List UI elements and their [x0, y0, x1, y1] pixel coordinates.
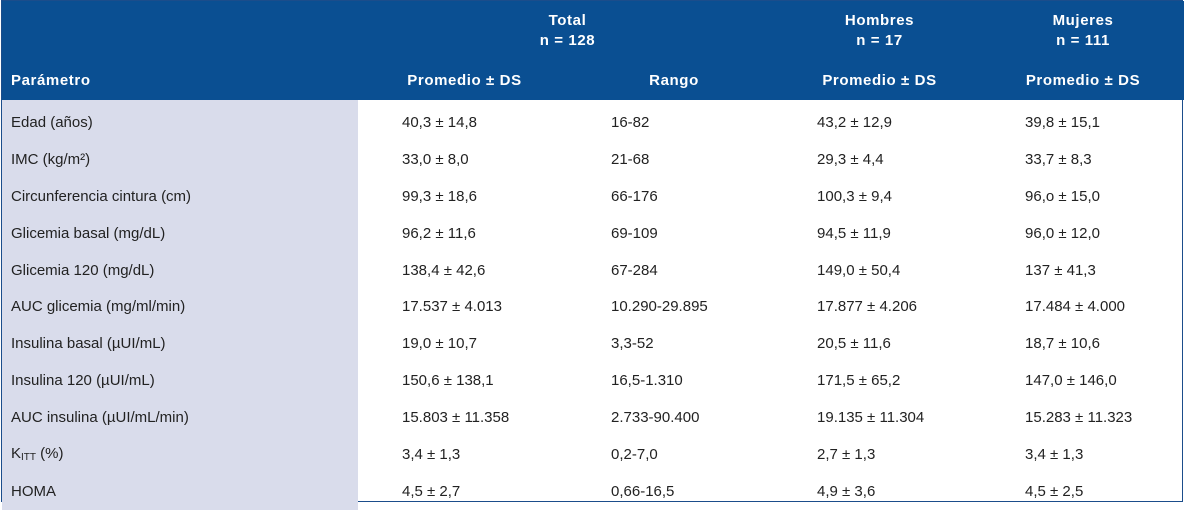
- group-n: n = 17: [856, 32, 903, 49]
- women-cell: 18,7 ± 10,6: [1025, 335, 1100, 353]
- param-cell: Insulina 120 (µUI/mL): [2, 362, 358, 400]
- table-row: AUC glicemia (mg/ml/min) 17.537 ± 4.013 …: [2, 288, 1184, 326]
- column-header-rango: Rango: [571, 60, 778, 100]
- param-cell: AUC insulina (µUI/mL/min): [2, 399, 358, 437]
- table-row: Circunferencia cintura (cm) 99,3 ± 18,6 …: [2, 177, 1184, 215]
- total-mean-cell: 33,0 ± 8,0: [402, 150, 469, 168]
- range-cell: 10.290-29.895: [611, 298, 708, 316]
- men-cell: 43,2 ± 12,9: [817, 113, 892, 131]
- group-n: n = 128: [539, 32, 596, 49]
- women-cell: 96,0 ± 12,0: [1025, 224, 1100, 242]
- women-cell: 147,0 ± 146,0: [1025, 372, 1117, 390]
- param-cell: Glicemia basal (mg/dL): [2, 214, 358, 252]
- women-cell: 33,7 ± 8,3: [1025, 150, 1092, 168]
- column-header-parametro: Parámetro: [2, 60, 358, 100]
- param-cell: IMC (kg/m²): [2, 140, 358, 178]
- group-n: n = 111: [1056, 32, 1110, 49]
- param-subscript: ITT: [21, 452, 37, 464]
- women-cell: 4,5 ± 2,5: [1025, 482, 1084, 500]
- table-row: Edad (años) 40,3 ± 14,8 16-82 43,2 ± 12,…: [2, 100, 1184, 141]
- total-mean-cell: 4,5 ± 2,7: [402, 482, 461, 500]
- total-mean-cell: 150,6 ± 138,1: [402, 372, 494, 390]
- group-header-total: Total n = 128: [358, 1, 778, 60]
- women-cell: 39,8 ± 15,1: [1025, 113, 1100, 131]
- range-cell: 0,66-16,5: [611, 482, 675, 500]
- range-cell: 21-68: [611, 150, 650, 168]
- total-mean-cell: 19,0 ± 10,7: [402, 335, 477, 353]
- range-cell: 67-284: [611, 261, 658, 279]
- women-cell: 96,o ± 15,0: [1025, 187, 1100, 205]
- group-header-mujeres: Mujeres n = 111: [982, 1, 1185, 60]
- total-mean-cell: 3,4 ± 1,3: [402, 445, 461, 463]
- param-rest: (%): [36, 445, 64, 463]
- table-row: Insulina basal (µUI/mL) 19,0 ± 10,7 3,3-…: [2, 325, 1184, 363]
- group-title: Total: [548, 12, 587, 29]
- column-header-total-promedio: Promedio ± DS: [358, 60, 571, 100]
- women-cell: 3,4 ± 1,3: [1025, 445, 1084, 463]
- total-mean-cell: 17.537 ± 4.013: [402, 298, 502, 316]
- women-cell: 15.283 ± 11.323: [1025, 409, 1133, 427]
- total-mean-cell: 99,3 ± 18,6: [402, 187, 477, 205]
- group-title: Hombres: [844, 12, 915, 29]
- range-cell: 16-82: [611, 113, 650, 131]
- column-header-hombres-promedio: Promedio ± DS: [777, 60, 983, 100]
- table-row: IMC (kg/m²) 33,0 ± 8,0 21-68 29,3 ± 4,4 …: [2, 140, 1184, 178]
- range-cell: 3,3-52: [611, 335, 654, 353]
- table-row: Insulina 120 (µUI/mL) 150,6 ± 138,1 16,5…: [2, 362, 1184, 400]
- table-header: Total n = 128 Hombres n = 17 Mujeres n =…: [2, 1, 1185, 100]
- range-cell: 66-176: [611, 187, 658, 205]
- range-cell: 69-109: [611, 224, 658, 242]
- param-cell: HOMA: [2, 472, 358, 510]
- men-cell: 4,9 ± 3,6: [817, 482, 876, 500]
- param-cell: Glicemia 120 (mg/dL): [2, 251, 358, 289]
- param-cell: AUC glicemia (mg/ml/min): [2, 288, 358, 326]
- param-cell: Insulina basal (µUI/mL): [2, 325, 358, 363]
- range-cell: 2.733-90.400: [611, 409, 700, 427]
- table-row: HOMA 4,5 ± 2,7 0,66-16,5 4,9 ± 3,6 4,5 ±…: [2, 472, 1184, 510]
- men-cell: 94,5 ± 11,9: [817, 224, 891, 242]
- table-row: AUC insulina (µUI/mL/min) 15.803 ± 11.35…: [2, 399, 1184, 437]
- param-cell-kitt: KITT (%): [2, 436, 358, 473]
- table-row: KITT (%) 3,4 ± 1,3 0,2-7,0 2,7 ± 1,3 3,4…: [2, 436, 1184, 473]
- group-header-hombres: Hombres n = 17: [777, 1, 983, 60]
- table-body: Edad (años) 40,3 ± 14,8 16-82 43,2 ± 12,…: [2, 100, 1184, 510]
- table-row: Glicemia 120 (mg/dL) 138,4 ± 42,6 67-284…: [2, 251, 1184, 289]
- table-row: Glicemia basal (mg/dL) 96,2 ± 11,6 69-10…: [2, 214, 1184, 252]
- men-cell: 20,5 ± 11,6: [817, 335, 891, 353]
- total-mean-cell: 96,2 ± 11,6: [402, 224, 476, 242]
- param-main: K: [11, 445, 22, 463]
- men-cell: 17.877 ± 4.206: [817, 298, 917, 316]
- men-cell: 149,0 ± 50,4: [817, 261, 901, 279]
- total-mean-cell: 40,3 ± 14,8: [402, 113, 477, 131]
- group-header-empty: [2, 1, 358, 60]
- column-header-mujeres-promedio: Promedio ± DS: [982, 60, 1185, 100]
- men-cell: 2,7 ± 1,3: [817, 445, 876, 463]
- men-cell: 171,5 ± 65,2: [817, 372, 901, 390]
- women-cell: 137 ± 41,3: [1025, 261, 1096, 279]
- range-cell: 16,5-1.310: [611, 372, 683, 390]
- men-cell: 19.135 ± 11.304: [817, 409, 925, 427]
- column-header-row: Parámetro Promedio ± DS Rango Promedio ±…: [2, 60, 1185, 100]
- women-cell: 17.484 ± 4.000: [1025, 298, 1125, 316]
- total-mean-cell: 138,4 ± 42,6: [402, 261, 486, 279]
- group-header-row: Total n = 128 Hombres n = 17 Mujeres n =…: [2, 1, 1185, 60]
- men-cell: 100,3 ± 9,4: [817, 187, 892, 205]
- param-cell: Circunferencia cintura (cm): [2, 177, 358, 215]
- men-cell: 29,3 ± 4,4: [817, 150, 884, 168]
- param-cell: Edad (años): [2, 100, 358, 141]
- group-title: Mujeres: [1052, 12, 1114, 29]
- range-cell: 0,2-7,0: [611, 445, 658, 463]
- total-mean-cell: 15.803 ± 11.358: [402, 409, 510, 427]
